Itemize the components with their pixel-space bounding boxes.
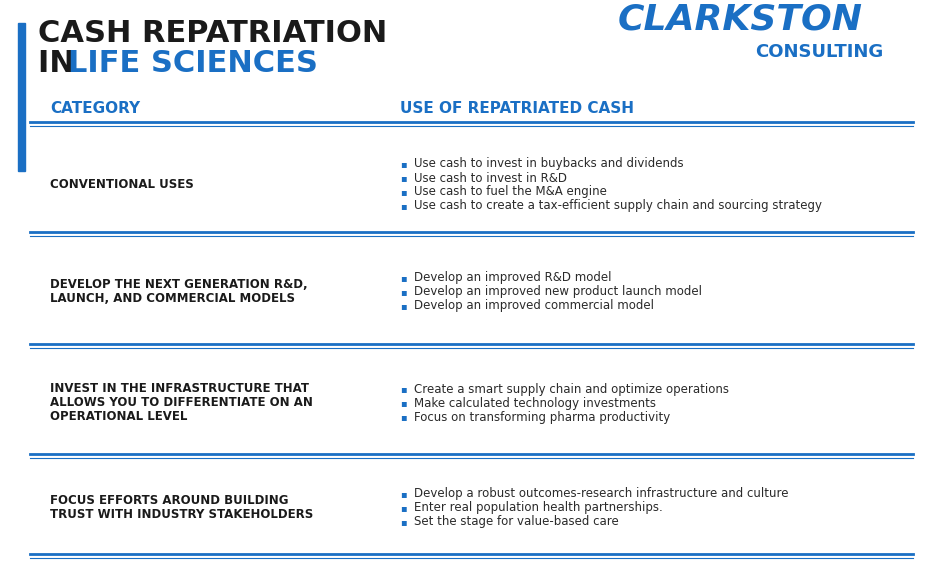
Text: DEVELOP THE NEXT GENERATION R&D,: DEVELOP THE NEXT GENERATION R&D, bbox=[50, 278, 307, 291]
Text: Create a smart supply chain and optimize operations: Create a smart supply chain and optimize… bbox=[414, 383, 729, 396]
Text: Develop a robust outcomes-research infrastructure and culture: Develop a robust outcomes-research infra… bbox=[414, 487, 788, 500]
Text: ▪: ▪ bbox=[400, 503, 406, 513]
Text: Make calculated technology investments: Make calculated technology investments bbox=[414, 397, 656, 409]
Text: USE OF REPATRIATED CASH: USE OF REPATRIATED CASH bbox=[400, 101, 634, 116]
Text: Use cash to invest in R&D: Use cash to invest in R&D bbox=[414, 171, 567, 185]
Text: Enter real population health partnerships.: Enter real population health partnership… bbox=[414, 501, 663, 514]
Text: ▪: ▪ bbox=[400, 384, 406, 394]
Text: CATEGORY: CATEGORY bbox=[50, 101, 141, 116]
Text: ▪: ▪ bbox=[400, 412, 406, 422]
Text: Develop an improved commercial model: Develop an improved commercial model bbox=[414, 299, 654, 312]
Text: FOCUS EFFORTS AROUND BUILDING: FOCUS EFFORTS AROUND BUILDING bbox=[50, 495, 289, 508]
Text: ▪: ▪ bbox=[400, 273, 406, 283]
Text: CLARKSTON: CLARKSTON bbox=[618, 2, 863, 36]
Text: ALLOWS YOU TO DIFFERENTIATE ON AN: ALLOWS YOU TO DIFFERENTIATE ON AN bbox=[50, 397, 313, 409]
Text: OPERATIONAL LEVEL: OPERATIONAL LEVEL bbox=[50, 410, 188, 423]
Text: ▪: ▪ bbox=[400, 301, 406, 311]
Text: INVEST IN THE INFRASTRUCTURE THAT: INVEST IN THE INFRASTRUCTURE THAT bbox=[50, 383, 309, 396]
Text: Develop an improved new product launch model: Develop an improved new product launch m… bbox=[414, 285, 702, 298]
Text: ▪: ▪ bbox=[400, 489, 406, 499]
Text: LIFE SCIENCES: LIFE SCIENCES bbox=[68, 49, 318, 78]
Text: ▪: ▪ bbox=[400, 187, 406, 197]
Text: CASH REPATRIATION: CASH REPATRIATION bbox=[38, 19, 388, 48]
Text: TRUST WITH INDUSTRY STAKEHOLDERS: TRUST WITH INDUSTRY STAKEHOLDERS bbox=[50, 508, 313, 521]
Text: Use cash to create a tax-efficient supply chain and sourcing strategy: Use cash to create a tax-efficient suppl… bbox=[414, 199, 822, 212]
Text: ▪: ▪ bbox=[400, 287, 406, 297]
Text: Focus on transforming pharma productivity: Focus on transforming pharma productivit… bbox=[414, 410, 670, 423]
Text: ▪: ▪ bbox=[400, 517, 406, 527]
Text: Use cash to fuel the M&A engine: Use cash to fuel the M&A engine bbox=[414, 186, 607, 199]
Text: ▪: ▪ bbox=[400, 201, 406, 211]
Text: Develop an improved R&D model: Develop an improved R&D model bbox=[414, 272, 611, 285]
Text: LAUNCH, AND COMMERCIAL MODELS: LAUNCH, AND COMMERCIAL MODELS bbox=[50, 293, 295, 306]
Text: ▪: ▪ bbox=[400, 398, 406, 408]
Text: Use cash to invest in buybacks and dividends: Use cash to invest in buybacks and divid… bbox=[414, 157, 684, 170]
Text: ▪: ▪ bbox=[400, 173, 406, 183]
Text: IN: IN bbox=[38, 49, 86, 78]
Text: Set the stage for value-based care: Set the stage for value-based care bbox=[414, 516, 619, 529]
Text: ▪: ▪ bbox=[400, 159, 406, 169]
Text: CONVENTIONAL USES: CONVENTIONAL USES bbox=[50, 178, 193, 191]
Bar bbox=[18, 23, 25, 171]
Text: CONSULTING: CONSULTING bbox=[755, 43, 884, 61]
